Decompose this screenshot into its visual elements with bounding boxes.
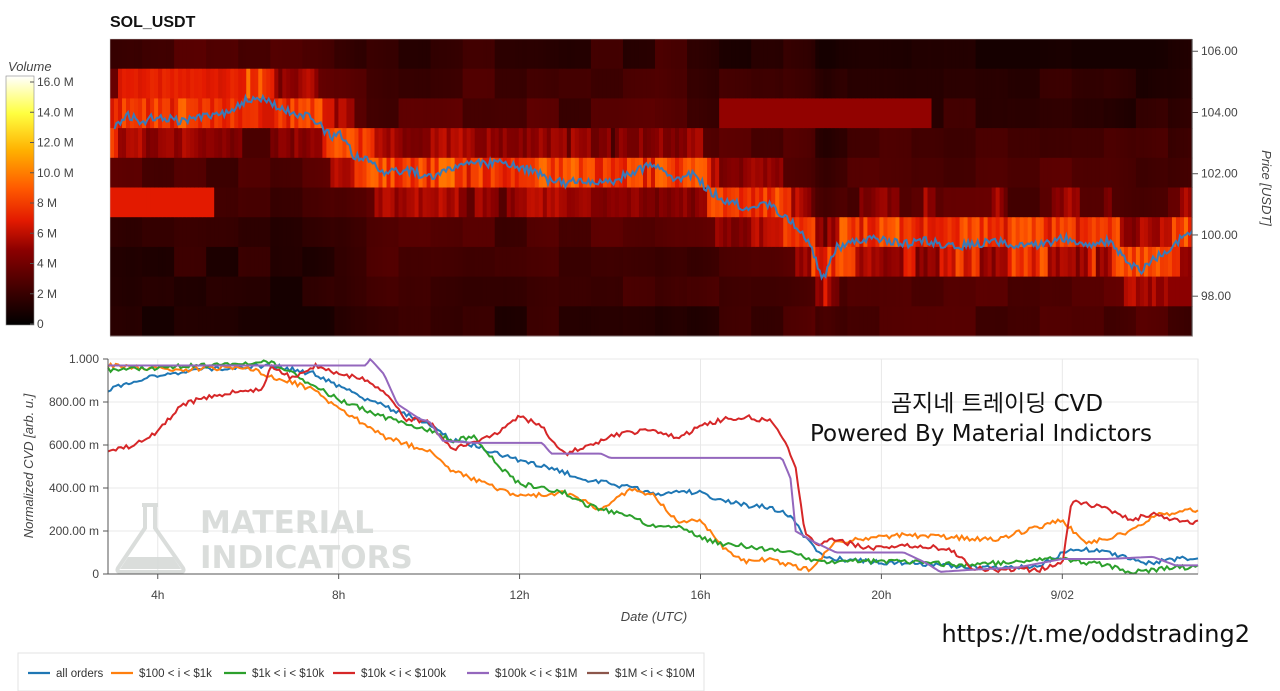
volume-heatmap [110,39,1193,337]
price-line [113,93,1193,281]
colorbar-label: Volume [8,59,52,74]
y-tick-label: 600.00 m [49,438,99,452]
flask-icon [115,503,186,574]
x-axis-label: Date (UTC) [621,609,687,624]
price-tick: 106.00 [1201,44,1238,58]
legend-item: $100 < i < $1k [139,668,212,680]
legend-item: $1M < i < $10M [615,668,695,680]
material-indicators-watermark: MATERIAL INDICATORS [115,503,413,576]
legend-item: all orders [56,668,104,680]
cvd-series-line [107,359,1199,575]
colorbar-tick: 4 M [37,257,57,271]
y-tick-label: 200.00 m [49,524,99,538]
overlay-subtitle: Powered By Material Indictors [810,421,1152,447]
price-tick: 104.00 [1201,105,1238,119]
colorbar-tick: 14.0 M [37,105,74,119]
colorbar [5,75,35,326]
colorbar-tick: 2 M [37,287,57,301]
x-tick-label: 4h [151,588,164,602]
y-tick-label: 0 [92,567,99,581]
price-axis-label: Price [USDT] [1259,150,1274,226]
y-tick-label: 1.000 [69,352,99,366]
price-tick: 98.00 [1201,289,1231,303]
x-tick-label: 9/02 [1051,588,1075,602]
legend-item: $10k < i < $100k [361,668,446,680]
watermark-line2: INDICATORS [200,540,413,576]
colorbar-tick: 10.0 M [37,166,74,180]
colorbar-tick: 16.0 M [37,75,74,89]
colorbar-tick: 0 [37,317,44,331]
y-tick-label: 400.00 m [49,481,99,495]
legend-item: $1k < i < $10k [252,668,324,680]
price-tick: 102.00 [1201,167,1238,181]
colorbar-tick: 12.0 M [37,136,74,150]
watermark-line1: MATERIAL [200,505,374,541]
x-tick-label: 12h [510,588,530,602]
x-tick-label: 16h [690,588,710,602]
overlay-title: 곰지네 트레이딩 CVD [891,391,1103,417]
y-tick-label: 800.00 m [49,395,99,409]
x-tick-label: 8h [332,588,345,602]
y-axis-label: Normalized CVD [arb. u.] [21,393,36,538]
x-tick-label: 20h [871,588,891,602]
heatmap-title: SOL_USDT [110,14,196,31]
colorbar-tick: 6 M [37,226,57,240]
cvd-series-line [108,357,1198,573]
legend-item: $100k < i < $1M [495,668,577,680]
price-tick: 100.00 [1201,228,1238,242]
colorbar-tick: 8 M [37,196,57,210]
telegram-url: https://t.me/oddstrading2 [941,620,1250,648]
